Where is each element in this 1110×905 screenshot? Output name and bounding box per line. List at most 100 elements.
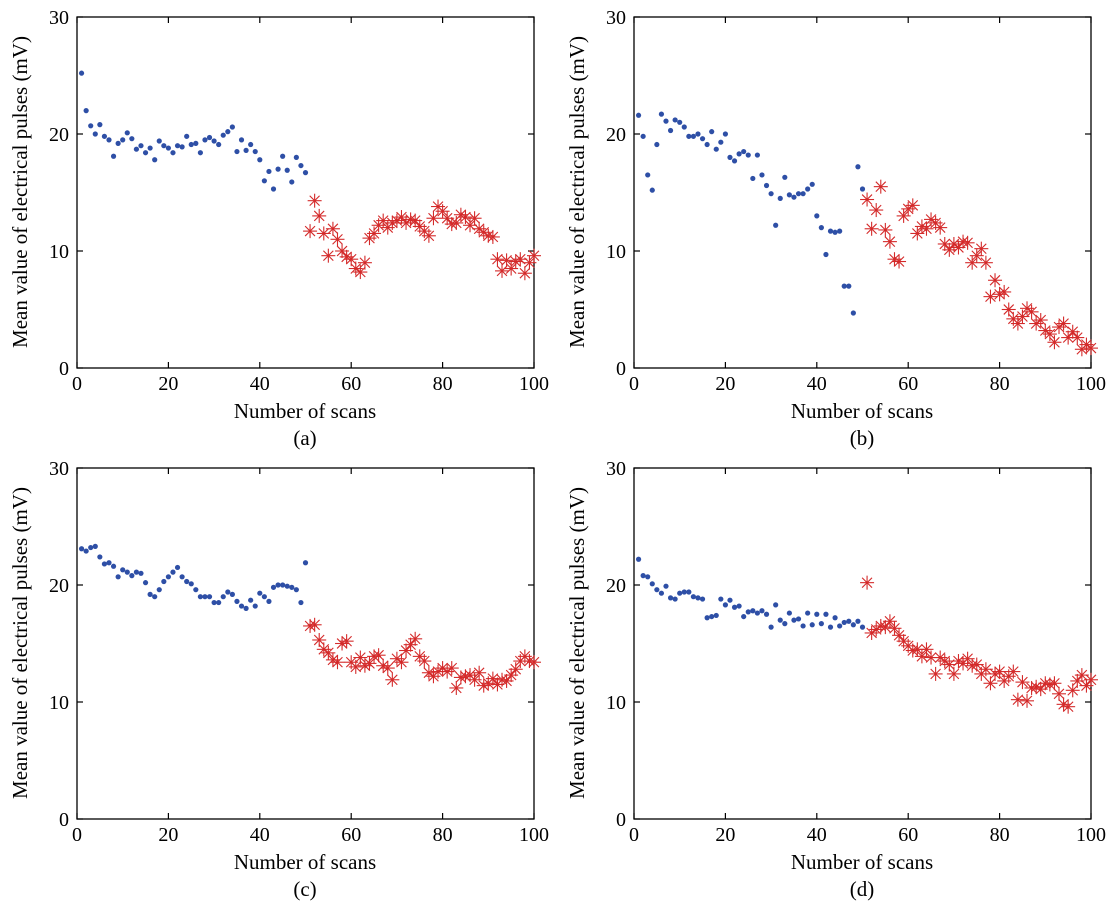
panel-d-point-dot [777, 617, 783, 623]
panel-d-point-asterisk [1052, 686, 1067, 701]
panel-a-point-dot [142, 150, 149, 156]
panel-b-point-asterisk [988, 273, 1003, 288]
panel-b-point-dot [832, 229, 838, 235]
panel-a-point-dot [275, 166, 281, 172]
panel-b-ytick-label: 10 [606, 241, 626, 263]
panel-c-point-dot [92, 543, 98, 549]
panel-b-point-asterisk [942, 242, 957, 257]
panel-d-point-dot [731, 604, 738, 610]
panel-a-point-dot [110, 153, 117, 159]
panel-a-point-dot [261, 178, 267, 184]
panel-c-point-dot [248, 597, 254, 603]
panel-d-point-dot [645, 574, 651, 580]
panel-c-point-dot [280, 582, 286, 588]
panel-c-point-dot [289, 584, 295, 590]
panel-a-point-dot [238, 137, 245, 143]
panel-c-point-asterisk [380, 661, 395, 676]
panel-a-point-asterisk [485, 229, 500, 244]
panel-d-xtick-label: 80 [990, 824, 1010, 846]
panel-d-point-dot [832, 615, 838, 621]
panel-a-point-dot [115, 140, 121, 146]
panel-a-point-dot [298, 162, 304, 169]
panel-b-ytick-label: 30 [606, 7, 626, 29]
panel-d-xtick-label: 60 [898, 824, 918, 846]
panel-c-point-dot [120, 567, 126, 573]
panel-c-point-dot [101, 561, 108, 567]
panel-d-point-dot [750, 608, 756, 614]
panel-c-point-dot [179, 574, 185, 580]
panel-c-point-dot [133, 569, 140, 575]
panel-d-point-dot [704, 615, 710, 621]
panel-c-point-asterisk [522, 654, 537, 669]
panel-c-ytick-label: 0 [59, 809, 69, 831]
panel-b-point-asterisk [974, 241, 989, 256]
panel-b-point-dot [791, 194, 797, 200]
panel-a-point-asterisk [495, 263, 510, 278]
panel-b-point-asterisk [933, 220, 948, 235]
panel-a-point-asterisk [312, 208, 327, 223]
panel-b-point-asterisk [860, 192, 875, 207]
panel-a-point-dot [280, 153, 286, 159]
panel-b-point-dot [814, 213, 820, 219]
panel-a-point-dot [257, 157, 263, 163]
panel-c-point-dot [284, 583, 290, 589]
panel-c-point-dot [275, 582, 281, 588]
panel-b-point-dot [855, 164, 861, 170]
panel-d-point-dot [846, 618, 852, 624]
panel-b-point-dot [722, 131, 729, 137]
panel-d-point-dot [658, 590, 665, 596]
panel-a-point-asterisk [394, 210, 409, 225]
panel-a-point-dot [302, 170, 309, 176]
panel-c-point-asterisk [472, 665, 487, 680]
panel-a-point-dot [147, 145, 153, 151]
panel-b-point-asterisk [892, 254, 907, 269]
panel-b-point-asterisk [1024, 304, 1039, 319]
panel-c-xtick-label: 60 [341, 824, 361, 846]
panel-a: Mean value of electrical pulses (mV) Num… [8, 7, 549, 450]
panel-c-point-dot [302, 560, 309, 566]
panel-b-point-dot [745, 152, 751, 158]
panel-d-point-dot [672, 596, 678, 602]
panel-c-xtick-label: 100 [519, 824, 549, 846]
panel-c-point-dot [220, 594, 226, 600]
panel-a-point-dot [243, 147, 249, 153]
panel-b-point-dot [809, 181, 815, 187]
panel-c-point-asterisk [385, 672, 400, 687]
panel-d-point-dot [635, 556, 642, 562]
panel-b-point-dot [841, 283, 847, 289]
panel-b-point-asterisk [965, 255, 980, 270]
panel-b-xtick-label: 100 [1076, 373, 1106, 395]
panel-d-point-dot [768, 624, 774, 630]
panel-b-point-dot [704, 141, 710, 148]
panel-a-point-asterisk [481, 228, 496, 243]
panel-c-point-dot [142, 580, 149, 586]
panel-a-point-dot [270, 186, 277, 192]
panel-c-point-asterisk [508, 662, 523, 677]
panel-d-point-dot [649, 581, 655, 587]
panel-a-point-dot [216, 141, 222, 148]
panel-d-point-dot [837, 623, 843, 629]
panel-d-point-dot [718, 596, 724, 602]
panel-c-point-dot [257, 590, 263, 596]
panel-b-point-asterisk [983, 289, 998, 304]
panel-c-point-dot [78, 546, 85, 552]
panel-a-point-dot [106, 137, 112, 143]
panel-d-point-asterisk [1020, 693, 1035, 708]
panel-d-ytick-label: 20 [606, 575, 626, 597]
panel-c-point-dot [234, 598, 240, 604]
panel-a-point-asterisk [458, 210, 473, 225]
panel-c-point-asterisk [367, 649, 382, 664]
panel-c-point-asterisk [362, 656, 377, 671]
panel-c-point-dot [225, 589, 231, 595]
panel-b-xtick-label: 40 [807, 373, 827, 395]
panel-a-point-dot [293, 154, 299, 160]
panel-b-point-asterisk [997, 284, 1012, 299]
panel-c-point-asterisk [303, 618, 318, 633]
panel-a-point-dot [174, 143, 181, 149]
panel-d-point-dot [686, 589, 692, 595]
panel-b-point-dot [773, 222, 779, 228]
panel-c-point-asterisk [394, 655, 409, 670]
panel-c-point-dot [138, 570, 144, 576]
panel-d-point-asterisk [928, 666, 943, 681]
panel-b-point-dot [640, 133, 646, 139]
